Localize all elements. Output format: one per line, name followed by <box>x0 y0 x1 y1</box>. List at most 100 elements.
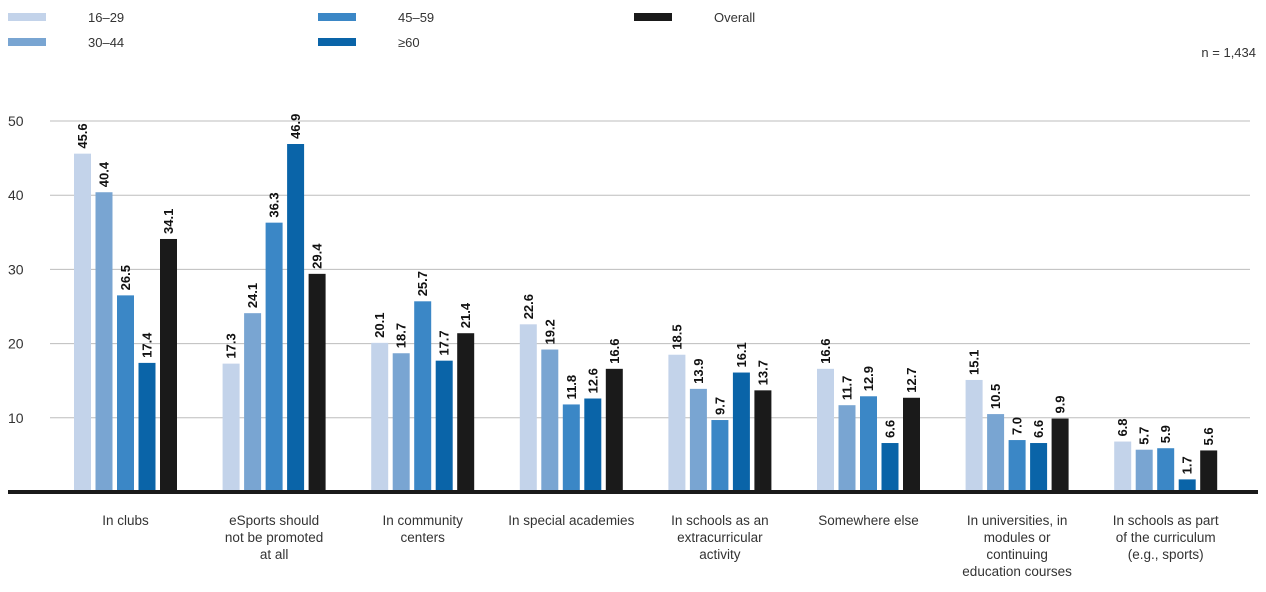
bar <box>1157 448 1175 492</box>
data-label: 5.7 <box>1137 427 1152 445</box>
legend: 16–29 30–44 45–59 ≥60 Overall <box>8 10 755 50</box>
data-label: 17.7 <box>437 330 452 355</box>
legend-item: Overall <box>634 10 755 25</box>
bar <box>711 420 729 492</box>
data-label: 5.9 <box>1158 425 1173 443</box>
x-axis-baseline <box>8 490 1258 494</box>
bar <box>1008 440 1026 492</box>
category-label: In universities, in modules or continuing e… <box>962 513 1072 579</box>
legend-swatch <box>8 13 46 21</box>
bar <box>222 363 240 492</box>
bar <box>903 397 920 492</box>
data-label: 26.5 <box>118 265 133 290</box>
bar <box>1178 479 1196 492</box>
bar <box>74 153 91 492</box>
data-label: 6.6 <box>883 420 898 438</box>
legend-swatch <box>634 13 672 21</box>
bars <box>74 144 1218 493</box>
y-tick-label: 10 <box>8 410 24 426</box>
category-label: In special academies <box>508 513 634 528</box>
legend-label: 45–59 <box>398 10 434 25</box>
bar <box>308 273 326 492</box>
legend-item: 16–29 <box>8 10 124 25</box>
bar <box>1135 449 1153 492</box>
data-label: 9.7 <box>712 397 727 415</box>
data-label: 16.6 <box>818 339 833 364</box>
data-label: 15.1 <box>967 350 982 375</box>
data-label: 6.8 <box>1115 418 1130 436</box>
data-label: 9.9 <box>1053 395 1068 413</box>
data-label: 12.7 <box>904 367 919 392</box>
y-tick-label: 50 <box>8 113 24 129</box>
sample-size-note: n = 1,434 <box>1201 45 1256 60</box>
y-tick-label: 40 <box>8 187 24 203</box>
bar <box>838 405 856 492</box>
data-label: 21.4 <box>458 302 473 328</box>
data-label: 34.1 <box>161 209 176 234</box>
legend-item: ≥60 <box>318 35 420 50</box>
data-label: 6.6 <box>1031 420 1046 438</box>
bar <box>244 313 262 492</box>
data-label: 22.6 <box>521 294 536 319</box>
bar <box>138 362 156 492</box>
data-label: 17.3 <box>224 333 239 358</box>
category-label: Somewhere else <box>818 513 919 528</box>
data-label: 12.6 <box>585 368 600 393</box>
bar <box>754 390 772 492</box>
data-label: 1.7 <box>1180 456 1195 474</box>
bar <box>435 360 453 492</box>
legend-item: 45–59 <box>318 10 434 25</box>
bar <box>605 368 623 492</box>
category-labels: In clubs eSports should not be promoted at … <box>102 513 1219 579</box>
legend-item: 30–44 <box>8 35 124 50</box>
bar <box>457 333 475 492</box>
data-label: 18.7 <box>394 323 409 348</box>
legend-swatch <box>8 38 46 46</box>
data-label: 36.3 <box>267 192 282 217</box>
bar <box>392 353 410 492</box>
data-label: 40.4 <box>97 161 112 187</box>
bar <box>689 388 707 492</box>
y-tick-label: 20 <box>8 336 24 352</box>
bar <box>519 324 537 492</box>
bar <box>860 396 877 492</box>
data-label: 29.4 <box>310 243 325 269</box>
data-label: 24.1 <box>245 283 260 308</box>
legend-label: ≥60 <box>398 35 420 50</box>
bar <box>668 354 686 492</box>
bar <box>287 144 305 492</box>
y-axis-ticks: 10 20 30 40 50 <box>8 113 24 426</box>
category-label: eSports should not be promoted at all <box>225 513 323 562</box>
data-label: 46.9 <box>288 114 303 139</box>
data-label: 13.7 <box>755 360 770 385</box>
bar <box>732 372 750 492</box>
data-label: 10.5 <box>988 384 1003 409</box>
bar <box>371 342 389 492</box>
legend-label: 30–44 <box>88 35 124 50</box>
bar <box>1030 443 1048 492</box>
bar <box>117 295 134 492</box>
bar <box>881 443 899 492</box>
bar <box>160 238 177 492</box>
data-label: 20.1 <box>372 313 387 338</box>
data-label: 45.6 <box>75 123 90 148</box>
bar <box>265 222 283 493</box>
data-label: 16.6 <box>607 339 622 364</box>
y-tick-label: 30 <box>8 261 24 277</box>
legend-swatch <box>318 13 356 21</box>
data-label: 12.9 <box>861 366 876 391</box>
data-label: 17.4 <box>140 332 155 358</box>
bar <box>562 404 580 492</box>
bar <box>414 301 432 492</box>
data-label: 18.5 <box>669 324 684 349</box>
category-label: In community centers <box>383 513 464 545</box>
bar <box>965 379 983 492</box>
data-label: 5.6 <box>1201 427 1216 445</box>
bar <box>95 192 113 492</box>
data-label: 7.0 <box>1010 417 1025 435</box>
bar <box>584 398 602 492</box>
data-label: 16.1 <box>734 342 749 367</box>
legend-label: 16–29 <box>88 10 124 25</box>
data-label: 19.2 <box>542 319 557 344</box>
